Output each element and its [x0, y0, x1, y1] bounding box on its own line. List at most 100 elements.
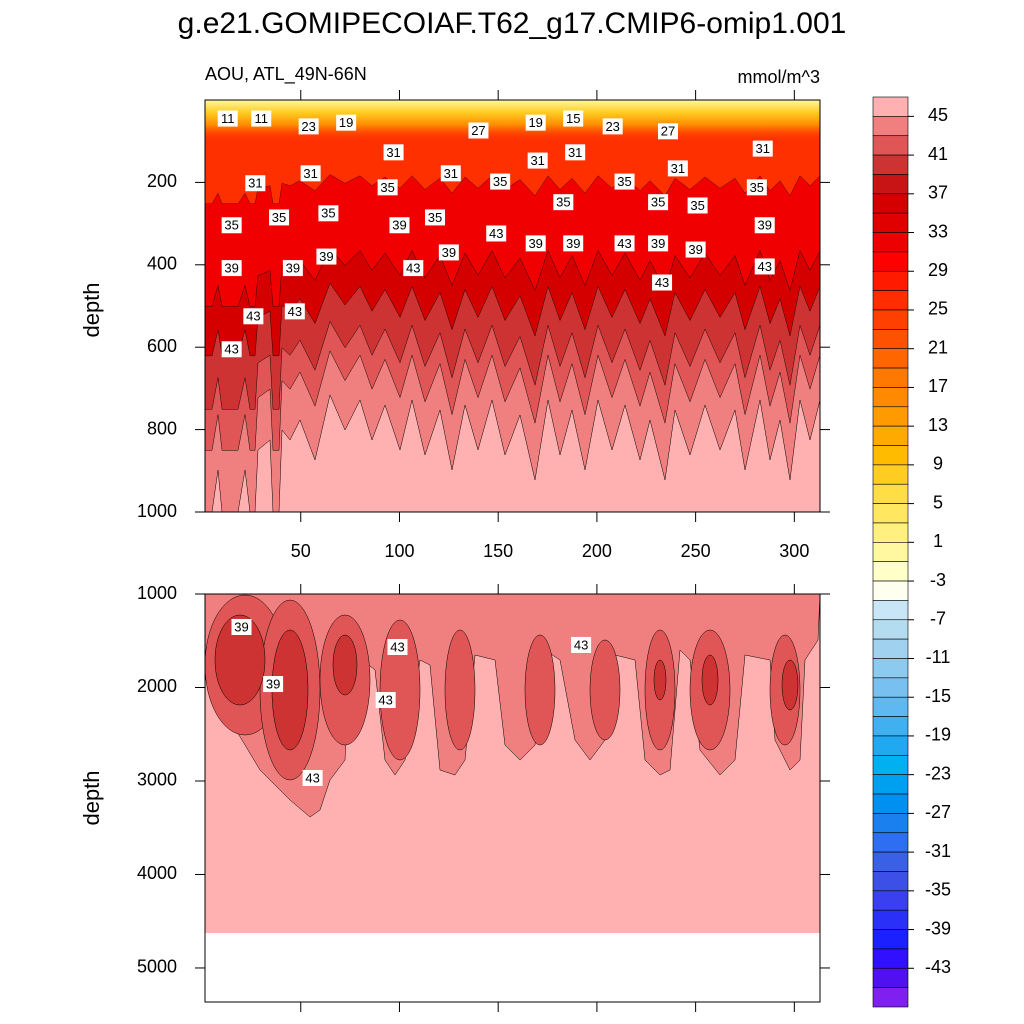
colorbar-box — [872, 696, 909, 717]
contour-label-box — [316, 248, 337, 265]
field-fill — [701, 654, 719, 706]
contour-label: 39 — [392, 218, 406, 233]
contour-label-box — [269, 209, 290, 226]
colorbar-tick-label: 41 — [928, 144, 948, 164]
colorbar-tick-label: 25 — [928, 299, 948, 319]
contour-label: 31 — [444, 166, 458, 181]
y-tick-label: 200 — [147, 171, 177, 191]
colorbar-box — [872, 212, 909, 233]
colorbar-tick-label: 29 — [928, 260, 948, 280]
colorbar-box — [872, 522, 909, 543]
colorbar-box — [872, 116, 909, 137]
colorbar-box — [872, 367, 909, 388]
colorbar-box — [872, 793, 909, 814]
y-tick-label: 2000 — [137, 676, 177, 696]
contour-label: 31 — [568, 145, 582, 160]
colorbar-box — [872, 232, 909, 253]
contour-label-box — [282, 260, 303, 277]
contour-label-box — [336, 114, 357, 131]
contour-label-box — [685, 241, 706, 258]
contour-label-box — [375, 692, 396, 709]
colorbar-box — [872, 174, 909, 195]
colorbar-box — [872, 154, 909, 175]
colorbar-box — [872, 464, 909, 485]
colorbar-box — [872, 677, 909, 698]
x-tick-label: 300 — [779, 541, 809, 561]
y-tick-label: 4000 — [137, 863, 177, 883]
colorbar-box — [872, 600, 909, 621]
colorbar-tick-label: 21 — [928, 337, 948, 357]
colorbar-tick-label: -3 — [930, 570, 946, 590]
contour-label: 35 — [750, 180, 764, 195]
y-tick-label: 1000 — [137, 583, 177, 603]
colorbar-tick-label: -11 — [926, 647, 951, 667]
colorbar-box — [872, 290, 909, 311]
colorbar-tick-label: -15 — [925, 686, 951, 706]
colorbar-tick-label: -23 — [925, 763, 951, 783]
contour-label: 11 — [221, 111, 235, 126]
units: mmol/m^3 — [738, 67, 820, 87]
contour-label: 39 — [319, 249, 333, 264]
contour-label-box — [221, 217, 242, 234]
colorbar-tick-label: -27 — [925, 802, 951, 822]
colorbar-tick-label: 9 — [933, 454, 943, 474]
contour-label-box — [525, 114, 546, 131]
contour-label: 35 — [380, 180, 394, 195]
contour-label-box — [648, 235, 669, 252]
field-fill — [524, 634, 556, 746]
plot-frame — [204, 99, 821, 513]
contour-label: 31 — [756, 141, 770, 156]
colorbar-box — [872, 871, 909, 892]
contour-label-box — [377, 179, 398, 196]
contour-label: 43 — [617, 236, 631, 251]
colorbar-box — [872, 483, 909, 504]
contour-label: 43 — [574, 637, 588, 652]
colorbar-tick-label: -35 — [925, 880, 951, 900]
contour-label: 43 — [390, 639, 404, 654]
contour-label: 39 — [286, 261, 300, 276]
contour-label: 31 — [671, 161, 685, 176]
x-tick-label: 100 — [384, 541, 414, 561]
contour-label: 31 — [386, 145, 400, 160]
contour-label: 35 — [617, 174, 631, 189]
field-fill — [332, 634, 358, 696]
contour-label-box — [389, 217, 410, 234]
x-tick-label: 200 — [582, 541, 612, 561]
y-axis-label: depth — [79, 282, 104, 337]
colorbar-box — [872, 309, 909, 330]
chart-title: g.e21.GOMIPECOIAF.T62_g17.CMIP6-omip1.00… — [178, 7, 847, 40]
contour-label: 31 — [248, 176, 262, 191]
contour-label: 27 — [661, 124, 675, 139]
field-fill — [589, 639, 621, 741]
contour-label: 35 — [651, 195, 665, 210]
colorbar-box — [872, 658, 909, 679]
colorbar-tick-label: 13 — [928, 415, 948, 435]
field-fill — [781, 659, 799, 711]
contour-label: 43 — [246, 309, 260, 324]
y-tick-label: 800 — [147, 418, 177, 438]
colorbar-box — [872, 135, 909, 156]
contour-label: 39 — [266, 676, 280, 691]
colorbar-box — [872, 96, 909, 117]
contour-label-box — [602, 118, 623, 135]
contour-label: 43 — [288, 304, 302, 319]
contour-label-box — [425, 209, 446, 226]
field-fill — [214, 614, 266, 706]
colorbar-box — [872, 638, 909, 659]
colorbar-tick-label: -43 — [925, 957, 951, 977]
colorbar-tick-label: -7 — [930, 609, 946, 629]
contour-label-box — [486, 225, 507, 242]
contour-label: 43 — [305, 770, 319, 785]
colorbar-box — [872, 967, 909, 988]
contour-label-box — [318, 205, 339, 222]
contour-label-box — [387, 639, 408, 656]
colorbar-box — [872, 909, 909, 930]
contour-label-box — [284, 303, 305, 320]
contour-label-box — [652, 274, 673, 291]
contour-label: 19 — [528, 115, 542, 130]
colorbar-box — [872, 251, 909, 272]
contour-label-box — [251, 110, 272, 127]
contour-label-box — [565, 144, 586, 161]
contour-label: 43 — [224, 342, 238, 357]
contour-label-box — [221, 260, 242, 277]
